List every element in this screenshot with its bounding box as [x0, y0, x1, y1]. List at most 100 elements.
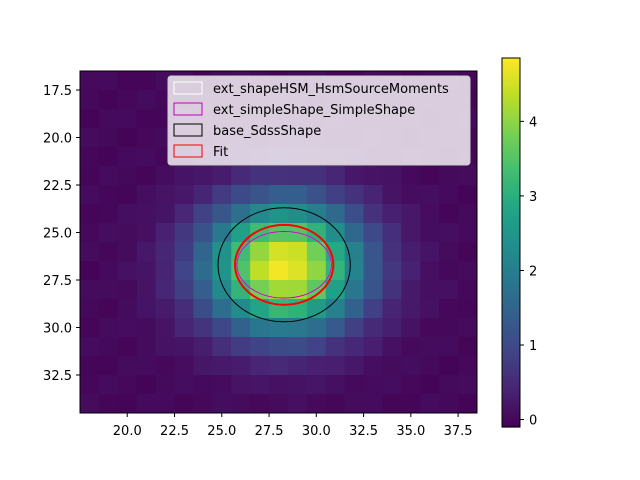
colorbar-segment [502, 343, 520, 348]
heatmap-cell [80, 185, 100, 205]
heatmap-cell [212, 242, 232, 262]
heatmap-cell [250, 261, 270, 281]
heatmap-cell [306, 318, 327, 338]
colorbar-segment [502, 187, 520, 191]
heatmap-cell [458, 261, 477, 281]
y-tick-label: 25.0 [43, 227, 72, 242]
heatmap-cell [325, 299, 346, 319]
heatmap-cell [420, 204, 440, 224]
heatmap-cell [420, 356, 440, 376]
colorbar-frame [501, 57, 521, 428]
heatmap-cell [363, 185, 383, 205]
heatmap-cell [363, 242, 383, 262]
heatmap-cell [420, 166, 440, 186]
heatmap-cell [193, 337, 213, 357]
colorbar-segment [502, 319, 520, 324]
x-tick-label: 35.0 [396, 424, 425, 439]
heatmap-cell [155, 394, 176, 413]
heatmap-cell [250, 375, 270, 395]
heatmap-cell [401, 280, 421, 300]
y-tick-label: 22.5 [43, 179, 72, 194]
heatmap-cell [382, 261, 402, 281]
heatmap-cell [458, 394, 477, 413]
heatmap-cell [287, 185, 308, 205]
heatmap-cell [98, 280, 119, 300]
heatmap-cell [117, 375, 138, 395]
colorbar-segment [502, 156, 520, 161]
colorbar-segment [502, 402, 520, 407]
heatmap-cell [98, 90, 119, 110]
heatmap-cell [155, 337, 176, 357]
heatmap-cell [155, 223, 176, 243]
heatmap-cell [212, 185, 232, 205]
heatmap-cell [344, 299, 365, 319]
x-tick-label: 20.0 [113, 424, 142, 439]
heatmap-cell [174, 261, 194, 281]
colorbar-segment [502, 165, 520, 170]
colorbar-segment [502, 208, 520, 213]
heatmap-cell [420, 337, 440, 357]
colorbar-segment [502, 334, 520, 339]
heatmap-cell [155, 204, 176, 224]
heatmap-cell [306, 185, 327, 205]
heatmap-cell [439, 223, 459, 243]
heatmap-cell [344, 223, 365, 243]
heatmap-cell [420, 318, 440, 338]
heatmap-cell [363, 337, 383, 357]
colorbar-segment [502, 313, 520, 317]
heatmap-cell [250, 185, 270, 205]
legend-label: base_SdssShape [213, 124, 321, 139]
heatmap-cell [136, 204, 157, 224]
colorbar-tick-label: 3 [529, 190, 537, 205]
heatmap-cell [325, 318, 346, 338]
colorbar-segment [502, 159, 520, 164]
colorbar-segment [502, 254, 520, 259]
colorbar-segment [502, 380, 520, 385]
heatmap-cell [325, 223, 346, 243]
heatmap-cell [80, 299, 100, 319]
heatmap-cell [420, 261, 440, 281]
heatmap-cell [401, 337, 421, 357]
heatmap-cell [344, 166, 365, 186]
colorbar-segment [502, 328, 520, 333]
colorbar-segment [502, 70, 520, 74]
colorbar-segment [502, 214, 520, 219]
colorbar-segment [502, 220, 520, 225]
heatmap-cell [193, 375, 213, 395]
colorbar-segment [502, 365, 520, 370]
heatmap-cell [325, 204, 346, 224]
legend-swatch [173, 102, 203, 116]
colorbar-segment [502, 141, 520, 145]
heatmap-cell [80, 166, 100, 186]
heatmap-cell [193, 394, 213, 413]
heatmap-cell [174, 394, 194, 413]
heatmap-cell [439, 299, 459, 319]
colorbar-segment [502, 304, 520, 308]
heatmap-cell [98, 299, 119, 319]
heatmap-cell [193, 261, 213, 281]
heatmap-cell [382, 337, 402, 357]
colorbar-segment [502, 122, 520, 127]
heatmap-cell [287, 261, 308, 281]
heatmap-cell [344, 280, 365, 300]
heatmap-cell [269, 280, 289, 300]
heatmap-cell [401, 204, 421, 224]
colorbar-segment [502, 137, 520, 142]
x-tick-label: 27.5 [255, 424, 284, 439]
colorbar-segment [502, 282, 520, 287]
heatmap-cell [382, 185, 402, 205]
heatmap-cell [401, 223, 421, 243]
heatmap-cell [401, 242, 421, 262]
colorbar-segment [502, 190, 520, 194]
colorbar-segment [502, 147, 520, 151]
colorbar-segment [502, 340, 520, 345]
heatmap-cell [117, 71, 138, 91]
heatmap-cell [458, 337, 477, 357]
heatmap-cell [193, 166, 213, 186]
heatmap-cell [155, 166, 176, 186]
y-tick-label: 32.5 [43, 369, 72, 384]
heatmap-cell [250, 356, 270, 376]
axes-frame [79, 70, 478, 414]
heatmap-cell [174, 185, 194, 205]
